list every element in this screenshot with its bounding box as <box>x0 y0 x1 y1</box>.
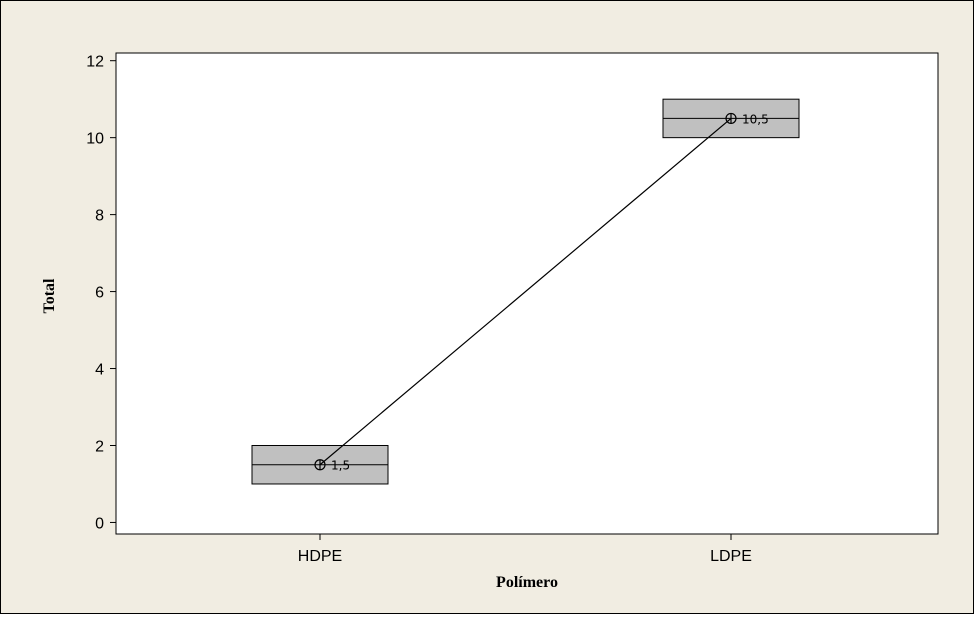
y-tick-label: 10 <box>86 131 104 148</box>
mean-data-label-ldpe: 10,5 <box>742 112 769 126</box>
x-tick-label: HDPE <box>298 548 342 565</box>
y-axis-label: Total <box>41 278 58 314</box>
y-tick-label: 12 <box>86 54 104 71</box>
x-tick-label: LDPE <box>710 548 752 565</box>
plot-area <box>115 52 939 535</box>
y-tick-label: 0 <box>95 515 104 532</box>
y-tick-label: 6 <box>95 285 104 302</box>
y-tick-label: 8 <box>95 208 104 225</box>
mean-data-label-hdpe: 1,5 <box>331 459 350 473</box>
x-axis-label: Polímero <box>496 574 558 591</box>
y-tick-label: 4 <box>95 362 104 379</box>
y-tick-label: 2 <box>95 438 104 455</box>
mean-connect-line <box>319 117 732 466</box>
